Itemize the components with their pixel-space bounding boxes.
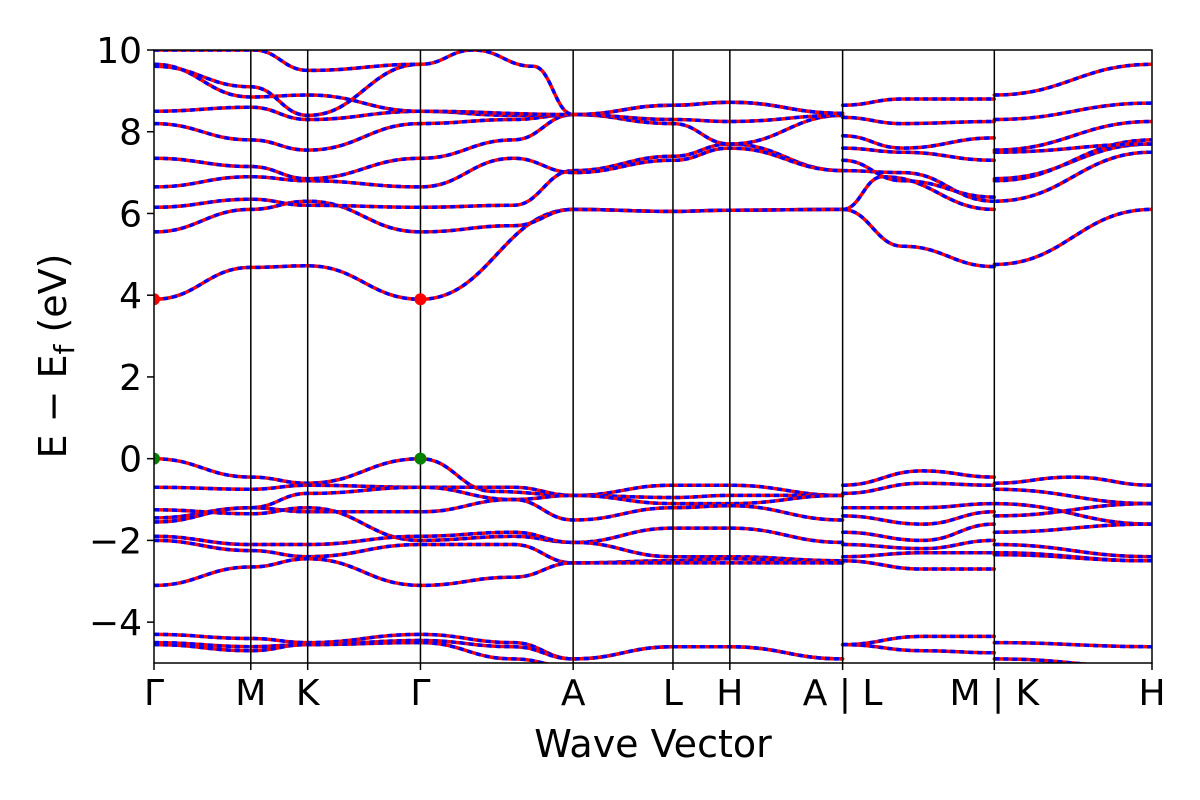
x-tick-label: H — [1138, 673, 1165, 714]
x-tick-label: A | L — [803, 673, 883, 714]
y-tick-label: 4 — [119, 276, 142, 317]
high-symmetry-lines — [250, 50, 996, 663]
x-tick-label: M — [235, 673, 266, 714]
y-axis-title-unit: (eV) — [31, 254, 75, 345]
band-v8-dash — [154, 552, 1152, 588]
x-tick-label: Γ — [144, 673, 164, 714]
band-v6-dash — [154, 530, 1152, 563]
band-edge-markers — [154, 293, 427, 465]
band-edge-marker — [154, 293, 160, 306]
band-lines — [154, 50, 1152, 663]
x-tick-label: K — [296, 673, 321, 714]
y-tick-label: 10 — [96, 31, 142, 72]
band-c7-dash — [154, 100, 1152, 126]
x-tick-label: M | K — [949, 673, 1040, 714]
band-v5-dash — [154, 505, 1152, 545]
plot-frame — [153, 49, 1153, 664]
y-tick-label: 0 — [119, 440, 142, 481]
band-c5-dash — [154, 112, 1152, 181]
y-axis-ticks: −4 −2 0 2 4 6 8 10 — [89, 31, 154, 644]
band-c2-line — [154, 150, 1152, 234]
band-c10-dash — [154, 50, 421, 73]
band-c2-dash — [154, 150, 1152, 234]
band-c10-line — [154, 50, 423, 73]
band-edge-marker — [414, 452, 427, 465]
y-axis-title-main: E − E — [31, 354, 75, 458]
y-tick-label: 2 — [119, 358, 142, 399]
band-edge-marker — [414, 293, 427, 306]
band-edge-marker — [154, 452, 160, 465]
band-c1-line — [154, 207, 1152, 302]
band-v11-dash — [154, 640, 551, 663]
band-c1-dash — [154, 207, 1152, 302]
band-v4-dash — [154, 497, 1152, 526]
band-v10-dash — [154, 638, 1093, 663]
y-tick-label: −4 — [89, 603, 142, 644]
y-axis-title: E − Ef (eV) — [31, 254, 81, 459]
x-tick-label: L — [663, 673, 683, 714]
x-tick-label: Γ — [410, 673, 430, 714]
band-c4-dash — [154, 138, 1152, 199]
y-axis-title-sub: f — [48, 343, 81, 354]
band-v3-line — [154, 485, 1152, 526]
x-tick-label: H — [716, 673, 743, 714]
x-tick-label: A — [561, 673, 586, 714]
x-axis-title: Wave Vector — [534, 722, 772, 766]
band-v1-dash — [154, 456, 1152, 498]
y-tick-label: 8 — [119, 113, 142, 154]
y-tick-label: 6 — [119, 194, 142, 235]
band-c6-dash — [154, 112, 1152, 152]
y-tick-label: −2 — [89, 521, 142, 562]
